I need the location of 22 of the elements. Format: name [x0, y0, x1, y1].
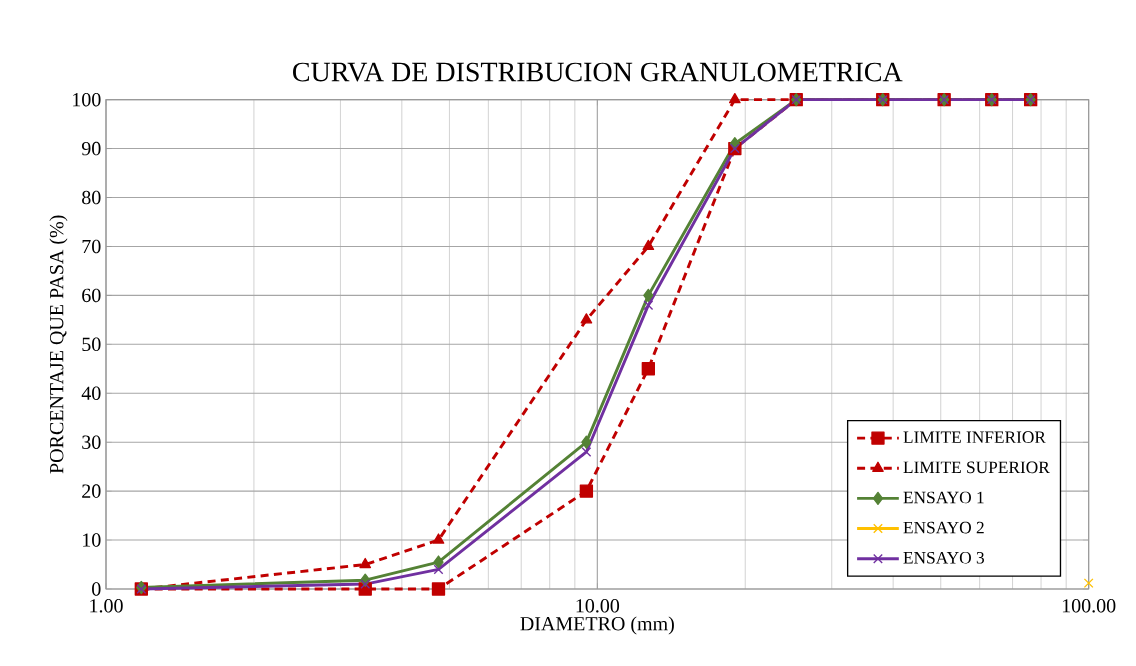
legend-label: LIMITE SUPERIOR — [903, 461, 1050, 474]
x-tick-label: 1.00 — [90, 599, 123, 613]
y-tick-label: 10 — [83, 533, 101, 547]
x-tick-label: 10.00 — [576, 599, 620, 613]
legend-label: ENSAYO 3 — [903, 551, 984, 564]
chart-title: CURVA DE DISTRIBUCION GRANULOMETRICA — [293, 62, 903, 82]
y-tick-label: 20 — [82, 484, 101, 498]
legend-label: ENSAYO 1 — [903, 491, 984, 504]
x-axis-title: DIAMETRO (mm) — [520, 616, 674, 635]
y-tick-label: 70 — [82, 239, 101, 254]
legend-label: ENSAYO 2 — [903, 521, 984, 534]
y-tick-label: 0 — [92, 582, 101, 596]
y-tick-label: 40 — [81, 386, 101, 400]
y-tick-label: 100 — [73, 92, 101, 107]
y-axis-title: PORCENTAJE QUE PASA (%) — [49, 215, 68, 474]
legend-label: LIMITE INFERIOR — [903, 431, 1046, 444]
y-tick-label: 50 — [82, 337, 101, 352]
y-tick-label: 80 — [82, 190, 101, 205]
x-tick-label: 100.00 — [1062, 599, 1116, 613]
y-tick-label: 30 — [82, 435, 101, 449]
y-tick-label: 60 — [82, 288, 101, 303]
y-tick-label: 90 — [81, 141, 101, 156]
